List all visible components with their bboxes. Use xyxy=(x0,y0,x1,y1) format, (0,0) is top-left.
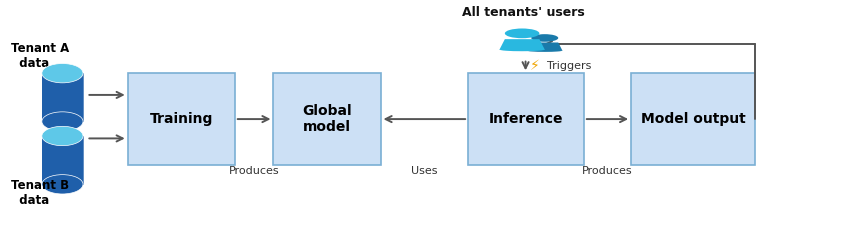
FancyBboxPatch shape xyxy=(273,73,381,165)
FancyBboxPatch shape xyxy=(631,73,755,165)
Polygon shape xyxy=(499,39,545,50)
Ellipse shape xyxy=(42,63,83,83)
Text: Inference: Inference xyxy=(489,112,564,126)
Circle shape xyxy=(505,28,539,38)
Text: Produces: Produces xyxy=(582,166,633,176)
Ellipse shape xyxy=(42,126,83,146)
Ellipse shape xyxy=(42,112,83,131)
Bar xyxy=(42,136,83,184)
FancyBboxPatch shape xyxy=(468,73,584,165)
Ellipse shape xyxy=(42,175,83,194)
Polygon shape xyxy=(527,43,563,51)
Text: Tenant A
  data: Tenant A data xyxy=(11,42,70,70)
FancyBboxPatch shape xyxy=(128,73,235,165)
Ellipse shape xyxy=(527,49,563,52)
Text: Tenant B
  data: Tenant B data xyxy=(11,180,69,208)
Text: Model output: Model output xyxy=(641,112,746,126)
Text: Triggers: Triggers xyxy=(547,61,591,71)
Text: Uses: Uses xyxy=(411,166,437,176)
Ellipse shape xyxy=(48,67,76,79)
Ellipse shape xyxy=(48,130,76,142)
Ellipse shape xyxy=(499,48,545,51)
Text: Training: Training xyxy=(149,112,213,126)
Circle shape xyxy=(531,34,558,42)
Text: Global
model: Global model xyxy=(302,104,352,134)
Text: ⚡: ⚡ xyxy=(530,59,539,73)
Text: All tenants' users: All tenants' users xyxy=(462,6,585,18)
Bar xyxy=(42,73,83,122)
Text: Produces: Produces xyxy=(228,166,279,176)
